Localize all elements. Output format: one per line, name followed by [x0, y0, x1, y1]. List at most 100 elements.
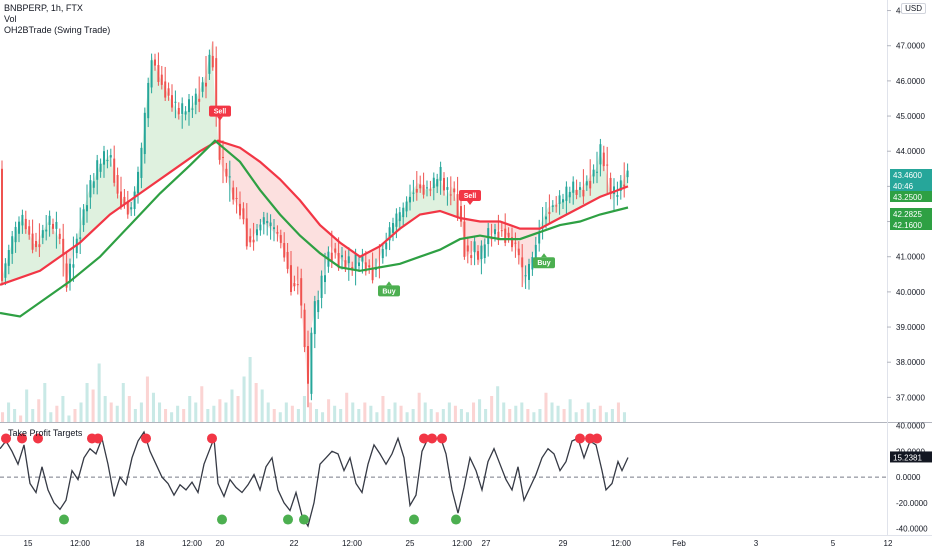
oscillator-title[interactable]: Take Profit Targets	[8, 428, 83, 438]
cloud-segment	[200, 84, 202, 152]
candle-body	[31, 233, 34, 250]
indicator-legend[interactable]: OH2BTrade (Swing Trade)	[4, 25, 111, 35]
volume-bar	[447, 402, 451, 422]
volume-bar	[43, 383, 47, 422]
candle-body	[181, 103, 184, 114]
candle-body	[249, 236, 252, 243]
volume-bar	[550, 402, 554, 422]
cloud-segment	[336, 239, 338, 257]
cloud-segment	[64, 252, 66, 285]
candle-body	[528, 263, 530, 280]
cloud-segment	[482, 221, 484, 256]
price-tag-text: 43.2500	[893, 193, 922, 202]
candle-body	[273, 227, 275, 230]
cloud-segment	[244, 150, 246, 233]
candle-body	[371, 267, 374, 281]
sell-signal[interactable]: Sell	[209, 105, 231, 121]
candle-body	[392, 222, 394, 233]
buy-signal[interactable]: Buy	[378, 281, 400, 297]
cloud-segment	[418, 182, 420, 216]
cloud-segment	[316, 220, 318, 308]
take-profit-sell-marker	[141, 433, 151, 444]
price-tag: 43.2500	[890, 191, 932, 202]
osc-tick-label: -40.0000	[896, 525, 928, 534]
volume-bar	[218, 399, 222, 422]
volume-bar	[532, 412, 536, 422]
cloud-segment	[594, 168, 596, 201]
candle-body	[613, 186, 615, 194]
volume-bar	[363, 402, 367, 422]
volume-legend[interactable]: Vol	[4, 14, 17, 24]
volume-bar	[429, 409, 433, 422]
candle-body	[279, 235, 282, 243]
cloud-segment	[174, 105, 176, 170]
candle-body	[11, 236, 14, 254]
candle-body	[72, 264, 75, 268]
candle-body	[558, 195, 561, 204]
candle-body	[582, 189, 585, 197]
signal-label: Sell	[464, 193, 477, 200]
candle-body	[568, 191, 571, 198]
symbol-title[interactable]: BNBPERP, 1h, FTX	[4, 3, 83, 13]
cloud-segment	[550, 205, 552, 224]
candle-body	[623, 184, 626, 187]
cloud-segment	[380, 244, 382, 257]
signal-label: Sell	[214, 109, 227, 116]
currency-button[interactable]: USD	[901, 3, 926, 14]
candle-body	[89, 180, 92, 198]
candle-body	[551, 205, 554, 207]
volume-bar	[145, 376, 149, 422]
cloud-segment	[274, 174, 276, 234]
candle-body	[123, 196, 126, 205]
candle-body	[307, 346, 309, 384]
buy-signal[interactable]: Buy	[533, 253, 555, 269]
candle-body	[572, 181, 575, 193]
candle-body	[245, 218, 248, 247]
take-profit-sell-marker	[93, 433, 103, 444]
take-profit-sell-marker	[33, 433, 43, 444]
candle-body	[596, 171, 598, 173]
volume-bar	[574, 412, 578, 422]
candle-body	[52, 223, 54, 229]
candle-body	[222, 156, 224, 158]
cloud-segment	[106, 156, 108, 219]
sell-signal[interactable]: Sell	[459, 189, 481, 205]
candle-body	[86, 205, 88, 212]
candle-body	[154, 59, 156, 66]
candle-body	[324, 275, 326, 283]
cloud-segment	[108, 154, 110, 217]
candle-body	[113, 158, 116, 183]
candle-body	[494, 229, 496, 235]
candle-body	[426, 187, 428, 189]
cloud-segment	[452, 186, 454, 216]
candle-body	[341, 255, 343, 258]
osc-value-tag: 15.2381	[890, 451, 932, 463]
time-tick-label: 5	[831, 539, 836, 548]
cloud-segment	[280, 179, 282, 247]
take-profit-sell-marker	[207, 433, 217, 444]
candle-body	[317, 300, 320, 313]
candle-body	[109, 155, 112, 158]
trade-signals[interactable]: Sell Buy Sell Buy	[209, 105, 555, 297]
candle-body	[466, 245, 469, 252]
time-tick-label: 27	[482, 539, 491, 548]
cloud-segment	[554, 203, 556, 222]
candle-body	[28, 226, 31, 235]
candle-body	[205, 82, 207, 87]
volume-bar	[55, 405, 59, 422]
candle-body	[361, 254, 364, 262]
take-profit-sell-marker	[419, 433, 429, 444]
cloud-segment	[28, 231, 30, 276]
volume-bar	[37, 399, 41, 422]
volume-bar	[387, 409, 391, 422]
cloud-segment	[156, 67, 158, 183]
cloud-segment	[448, 189, 450, 215]
candle-body	[545, 216, 547, 220]
volume-bar	[441, 409, 445, 422]
volume-bar	[85, 383, 89, 422]
candle-body	[266, 220, 269, 224]
volume-bar	[73, 409, 77, 422]
volume-bar	[296, 409, 300, 422]
